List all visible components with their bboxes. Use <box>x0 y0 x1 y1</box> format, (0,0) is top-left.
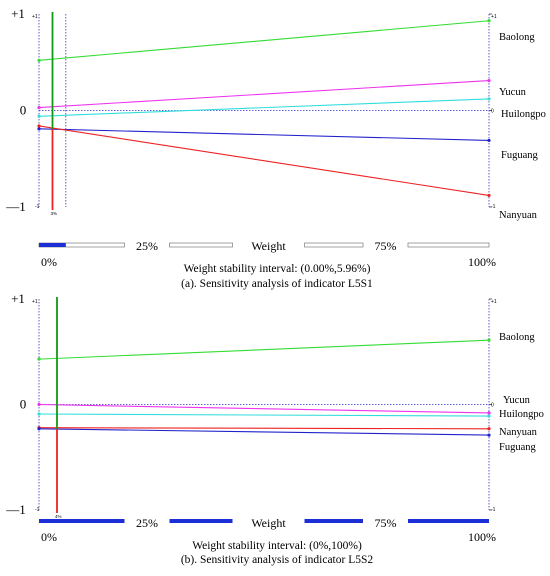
series-label-huilongpo: Huilongpo <box>499 409 544 420</box>
series-line-yucun <box>38 80 490 109</box>
series-point-end <box>487 433 491 437</box>
series-label-fuguang: Fuguang <box>499 442 537 453</box>
chart-panel-a: +1 0 —1 +1 0 -1 +1 -1 Baolong Yucun Huilongpo Fugua… <box>5 6 546 290</box>
series-label-fuguang: Fuguang <box>501 150 539 161</box>
left-tiny-tick-label: +1 <box>32 14 38 20</box>
y-tick-label: 0 <box>20 103 27 118</box>
x-axis-label: Weight <box>251 239 286 253</box>
current-weight-label: 4% <box>55 514 62 519</box>
series-line-baolong <box>38 20 490 61</box>
right-tick-label: 0 <box>491 403 494 409</box>
x-tick-label: 100% <box>468 255 496 269</box>
weight-bar-segment <box>407 242 490 248</box>
series-point-start <box>37 127 41 131</box>
current-weight-label: 3% <box>51 211 58 216</box>
series-label-baolong: Baolong <box>499 32 535 43</box>
figure-caption: (a). Sensitivity analysis of indicator L… <box>181 278 373 290</box>
series-point-end <box>487 414 491 418</box>
series-point-end <box>487 193 491 198</box>
left-tiny-tick-label: -1 <box>35 507 40 513</box>
weight-bar-segment <box>169 242 233 248</box>
right-tick-label: +1 <box>491 299 497 305</box>
series-point-end <box>487 138 491 143</box>
series-line-huilongpo <box>38 98 490 117</box>
series-line-fuguang <box>38 128 490 141</box>
series-point-start <box>37 402 41 407</box>
series-label-baolong: Baolong <box>499 332 535 343</box>
right-tick-label: 0 <box>491 109 494 115</box>
series-line-nanyuan <box>38 125 490 196</box>
series-line-fuguang <box>38 428 490 436</box>
y-tick-label: —1 <box>5 502 26 517</box>
series-point-end <box>487 427 491 431</box>
series-label-nanyuan: Nanyuan <box>499 210 538 221</box>
y-tick-label: +1 <box>11 291 25 306</box>
series-point-start <box>37 412 41 416</box>
left-tiny-tick-label: -1 <box>35 204 40 210</box>
series-point-end <box>487 78 491 83</box>
x-axis-label: Weight <box>251 516 286 530</box>
weight-bar-segment <box>304 242 364 248</box>
stability-interval-text: Weight stability interval: (0%,100%) <box>192 540 362 552</box>
series-point-end <box>487 19 491 23</box>
stability-interval-text: Weight stability interval: (0.00%,5.96%) <box>184 263 371 275</box>
x-tick-label: 75% <box>375 239 397 253</box>
stable-bar-fill <box>39 243 66 247</box>
series-point-end <box>487 97 491 101</box>
right-tick-label: -1 <box>491 507 496 513</box>
right-tick-label: -1 <box>491 204 496 210</box>
series-label-yucun: Yucun <box>503 395 531 406</box>
series-label-nanyuan: Nanyuan <box>499 427 538 438</box>
series-point-start <box>37 357 41 361</box>
x-tick-label: 25% <box>136 516 158 530</box>
left-tiny-tick-label: +1 <box>32 299 38 305</box>
y-tick-label: —1 <box>5 199 26 214</box>
weight-bar-segment <box>408 519 489 523</box>
figure-caption: (b). Sensitivity analysis of indicator L… <box>181 554 374 566</box>
series-point-end <box>487 411 491 415</box>
series-point-start <box>37 114 41 118</box>
x-tick-label: 0% <box>41 530 57 544</box>
series-point-start <box>37 427 41 431</box>
series-point-start <box>37 124 41 128</box>
right-tick-label: +1 <box>491 14 497 20</box>
weight-bar-segment <box>39 519 125 523</box>
series-point-end <box>487 338 491 342</box>
x-tick-label: 0% <box>41 255 57 269</box>
weight-bar-segment <box>304 519 363 523</box>
series-label-huilongpo: Huilongpo <box>501 109 546 120</box>
x-tick-label: 100% <box>468 530 496 544</box>
series-point-start <box>37 106 41 110</box>
series-line-nanyuan <box>38 427 490 430</box>
x-tick-label: 75% <box>375 516 397 530</box>
y-tick-label: 0 <box>20 397 27 412</box>
series-line-huilongpo <box>38 413 490 417</box>
x-tick-label: 25% <box>136 239 158 253</box>
y-tick-label: +1 <box>11 6 25 21</box>
series-line-yucun <box>38 403 490 414</box>
chart-panel-b: +1 0 —1 +1 0 -1 +1 -1 Baolong Yucun Huilongpo Nanyu… <box>5 291 544 566</box>
weight-bar-segment <box>169 519 233 523</box>
series-label-yucun: Yucun <box>499 87 527 98</box>
series-line-baolong <box>38 339 490 360</box>
series-point-start <box>37 58 41 62</box>
